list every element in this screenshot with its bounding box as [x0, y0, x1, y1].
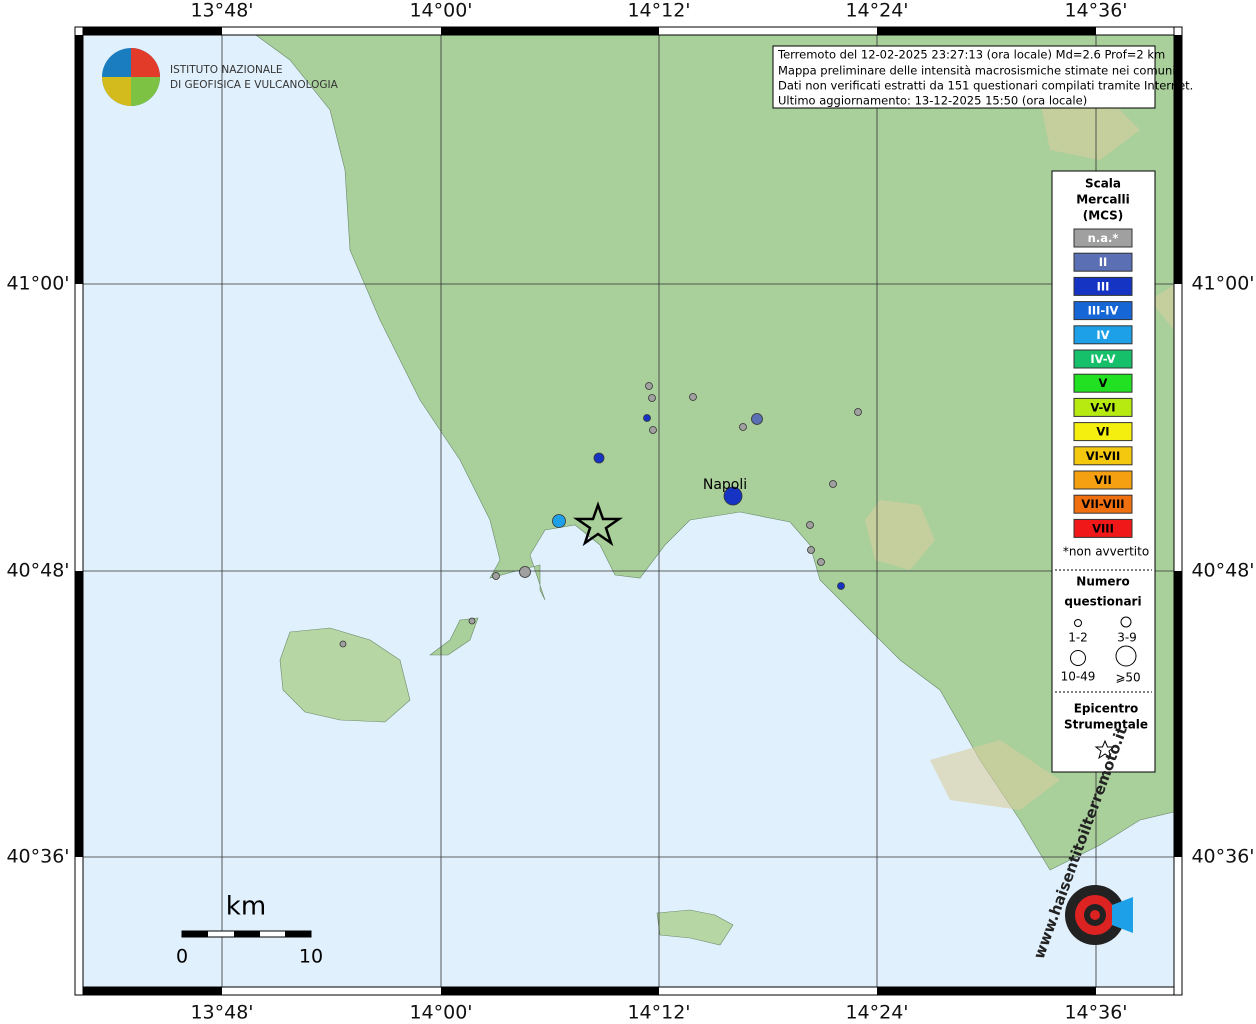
intensity-points — [339, 382, 862, 648]
intensity-label: III — [1097, 279, 1110, 293]
size-label: 1-2 — [1068, 631, 1088, 645]
scale-label: 10 — [299, 946, 323, 968]
intensity-swatch — [1073, 301, 1133, 321]
info-line: Ultimo aggiornamento: 13-12-2025 15:50 (… — [778, 94, 1087, 108]
lon-label: 14°12' — [627, 0, 690, 22]
intensity-swatch — [1073, 325, 1133, 345]
intensity-label: n.a.* — [1088, 231, 1119, 245]
intensity-label: VI-VII — [1086, 449, 1121, 463]
lon-label: 14°36' — [1064, 0, 1127, 22]
epicenter — [572, 501, 624, 547]
lat-label: 41°00' — [1191, 273, 1254, 295]
frame — [74, 26, 1183, 996]
capri — [656, 909, 734, 946]
lon-label: 13°48' — [190, 1002, 253, 1024]
size-label: ⩾50 — [1115, 671, 1140, 685]
legend-note: *non avvertito — [1063, 545, 1149, 559]
legend: *non avvertito Numero questionari 1-2 3-… — [1051, 170, 1156, 773]
intensity-swatch — [1073, 228, 1133, 248]
intensity-label: V-VI — [1090, 400, 1115, 414]
info-line: Dati non verificati estratti da 151 ques… — [778, 79, 1193, 93]
info-box: Terremoto del 12-02-2025 23:27:13 (ora l… — [772, 45, 1193, 109]
intensity-swatch — [1073, 446, 1133, 466]
legend-title: Scala — [1085, 177, 1121, 191]
intensity-swatch — [1073, 470, 1133, 490]
legend-title: Mercalli — [1076, 193, 1130, 207]
lon-label: 14°24' — [845, 1002, 908, 1024]
scale-unit: km — [226, 892, 266, 922]
intensity-label: VIII — [1092, 521, 1114, 535]
intensity-swatch — [1073, 422, 1133, 442]
scale-label: 0 — [176, 946, 188, 968]
institute-name: DI GEOFISICA E VULCANOLOGIA — [170, 79, 339, 91]
legend-title: Strumentale — [1064, 718, 1148, 732]
intensity-swatch — [1073, 494, 1133, 514]
intensity-label: IV-V — [1090, 352, 1115, 366]
scale-bar: km 0 10 — [176, 892, 323, 968]
lat-label: 40°48' — [1191, 560, 1254, 582]
ischia — [279, 627, 411, 723]
intensity-swatch — [1073, 276, 1133, 296]
lon-label: 14°12' — [627, 1002, 690, 1024]
lon-label: 13°48' — [190, 0, 253, 22]
lon-label: 14°00' — [409, 0, 472, 22]
lat-label: 40°36' — [6, 846, 69, 868]
lon-label: 14°00' — [409, 1002, 472, 1024]
legend-title: (MCS) — [1083, 209, 1124, 223]
intensity-swatch — [1073, 373, 1133, 393]
lat-label: 41°00' — [6, 273, 69, 295]
size-label: 3-9 — [1117, 631, 1137, 645]
lat-label: 40°36' — [1191, 846, 1254, 868]
size-label: 10-49 — [1061, 670, 1096, 684]
institute-name: ISTITUTO NAZIONALE — [170, 64, 283, 76]
intensity-label: II — [1099, 255, 1108, 269]
procida — [429, 617, 479, 656]
city-label: Napoli — [703, 477, 747, 493]
inst-logo: ISTITUTO NAZIONALE DI GEOFISICA E VULCAN… — [102, 48, 339, 106]
legend-title: Numero — [1076, 575, 1129, 589]
intensity-swatch — [1073, 518, 1133, 538]
intensity-label: V — [1099, 376, 1108, 390]
lat-label: 40°48' — [6, 560, 69, 582]
intensity-label: VII-VIII — [1081, 497, 1124, 511]
intensity-label: IV — [1096, 328, 1109, 342]
legend-title: Epicentro — [1074, 702, 1139, 716]
intensity-swatch — [1073, 252, 1133, 272]
intensity-swatch — [1073, 349, 1133, 369]
lon-label: 14°36' — [1064, 1002, 1127, 1024]
intensity-label: VII — [1094, 473, 1111, 487]
mainland — [244, 26, 1183, 871]
intensity-label: III-IV — [1088, 304, 1119, 318]
legend-title: questionari — [1064, 595, 1141, 609]
lon-label: 14°24' — [845, 0, 908, 22]
intensity-label: VI — [1096, 425, 1109, 439]
intensity-swatch — [1073, 397, 1133, 417]
info-line: Mappa preliminare delle intensità macros… — [778, 64, 1175, 78]
info-line: Terremoto del 12-02-2025 23:27:13 (ora l… — [777, 48, 1165, 62]
